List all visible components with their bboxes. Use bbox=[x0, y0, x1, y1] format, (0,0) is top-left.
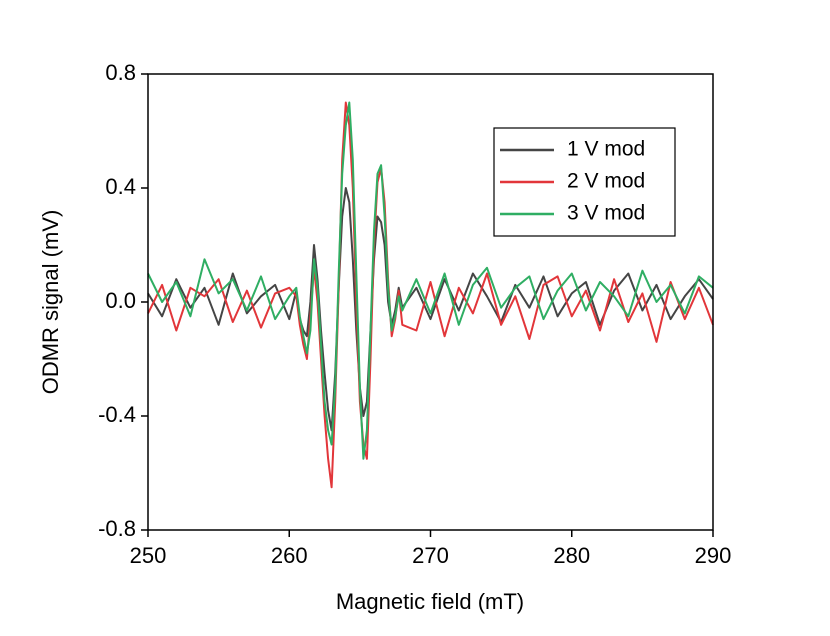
y-tick-label: 0.4 bbox=[105, 174, 136, 199]
y-tick-label: 0.0 bbox=[105, 288, 136, 313]
x-tick-label: 250 bbox=[130, 543, 167, 568]
legend-label: 3 V mod bbox=[567, 202, 645, 225]
x-tick-label: 260 bbox=[271, 543, 308, 568]
x-tick-label: 270 bbox=[412, 543, 449, 568]
x-tick-label: 280 bbox=[553, 543, 590, 568]
data-line bbox=[147, 101, 714, 460]
legend: 1 V mod 2 V mod 3 V mod bbox=[493, 127, 676, 237]
y-tick-label: 0.8 bbox=[105, 60, 136, 85]
x-tick-label: 290 bbox=[695, 543, 732, 568]
plot-frame bbox=[147, 73, 714, 531]
x-axis-label: Magnetic field (mT) bbox=[336, 589, 524, 614]
legend-label: 2 V mod bbox=[567, 170, 645, 193]
y-axis-label: ODMR signal (mV) bbox=[38, 210, 63, 395]
legend-label: 1 V mod bbox=[567, 138, 645, 161]
y-tick-label: -0.8 bbox=[98, 516, 136, 541]
y-tick-label: -0.4 bbox=[98, 402, 136, 427]
